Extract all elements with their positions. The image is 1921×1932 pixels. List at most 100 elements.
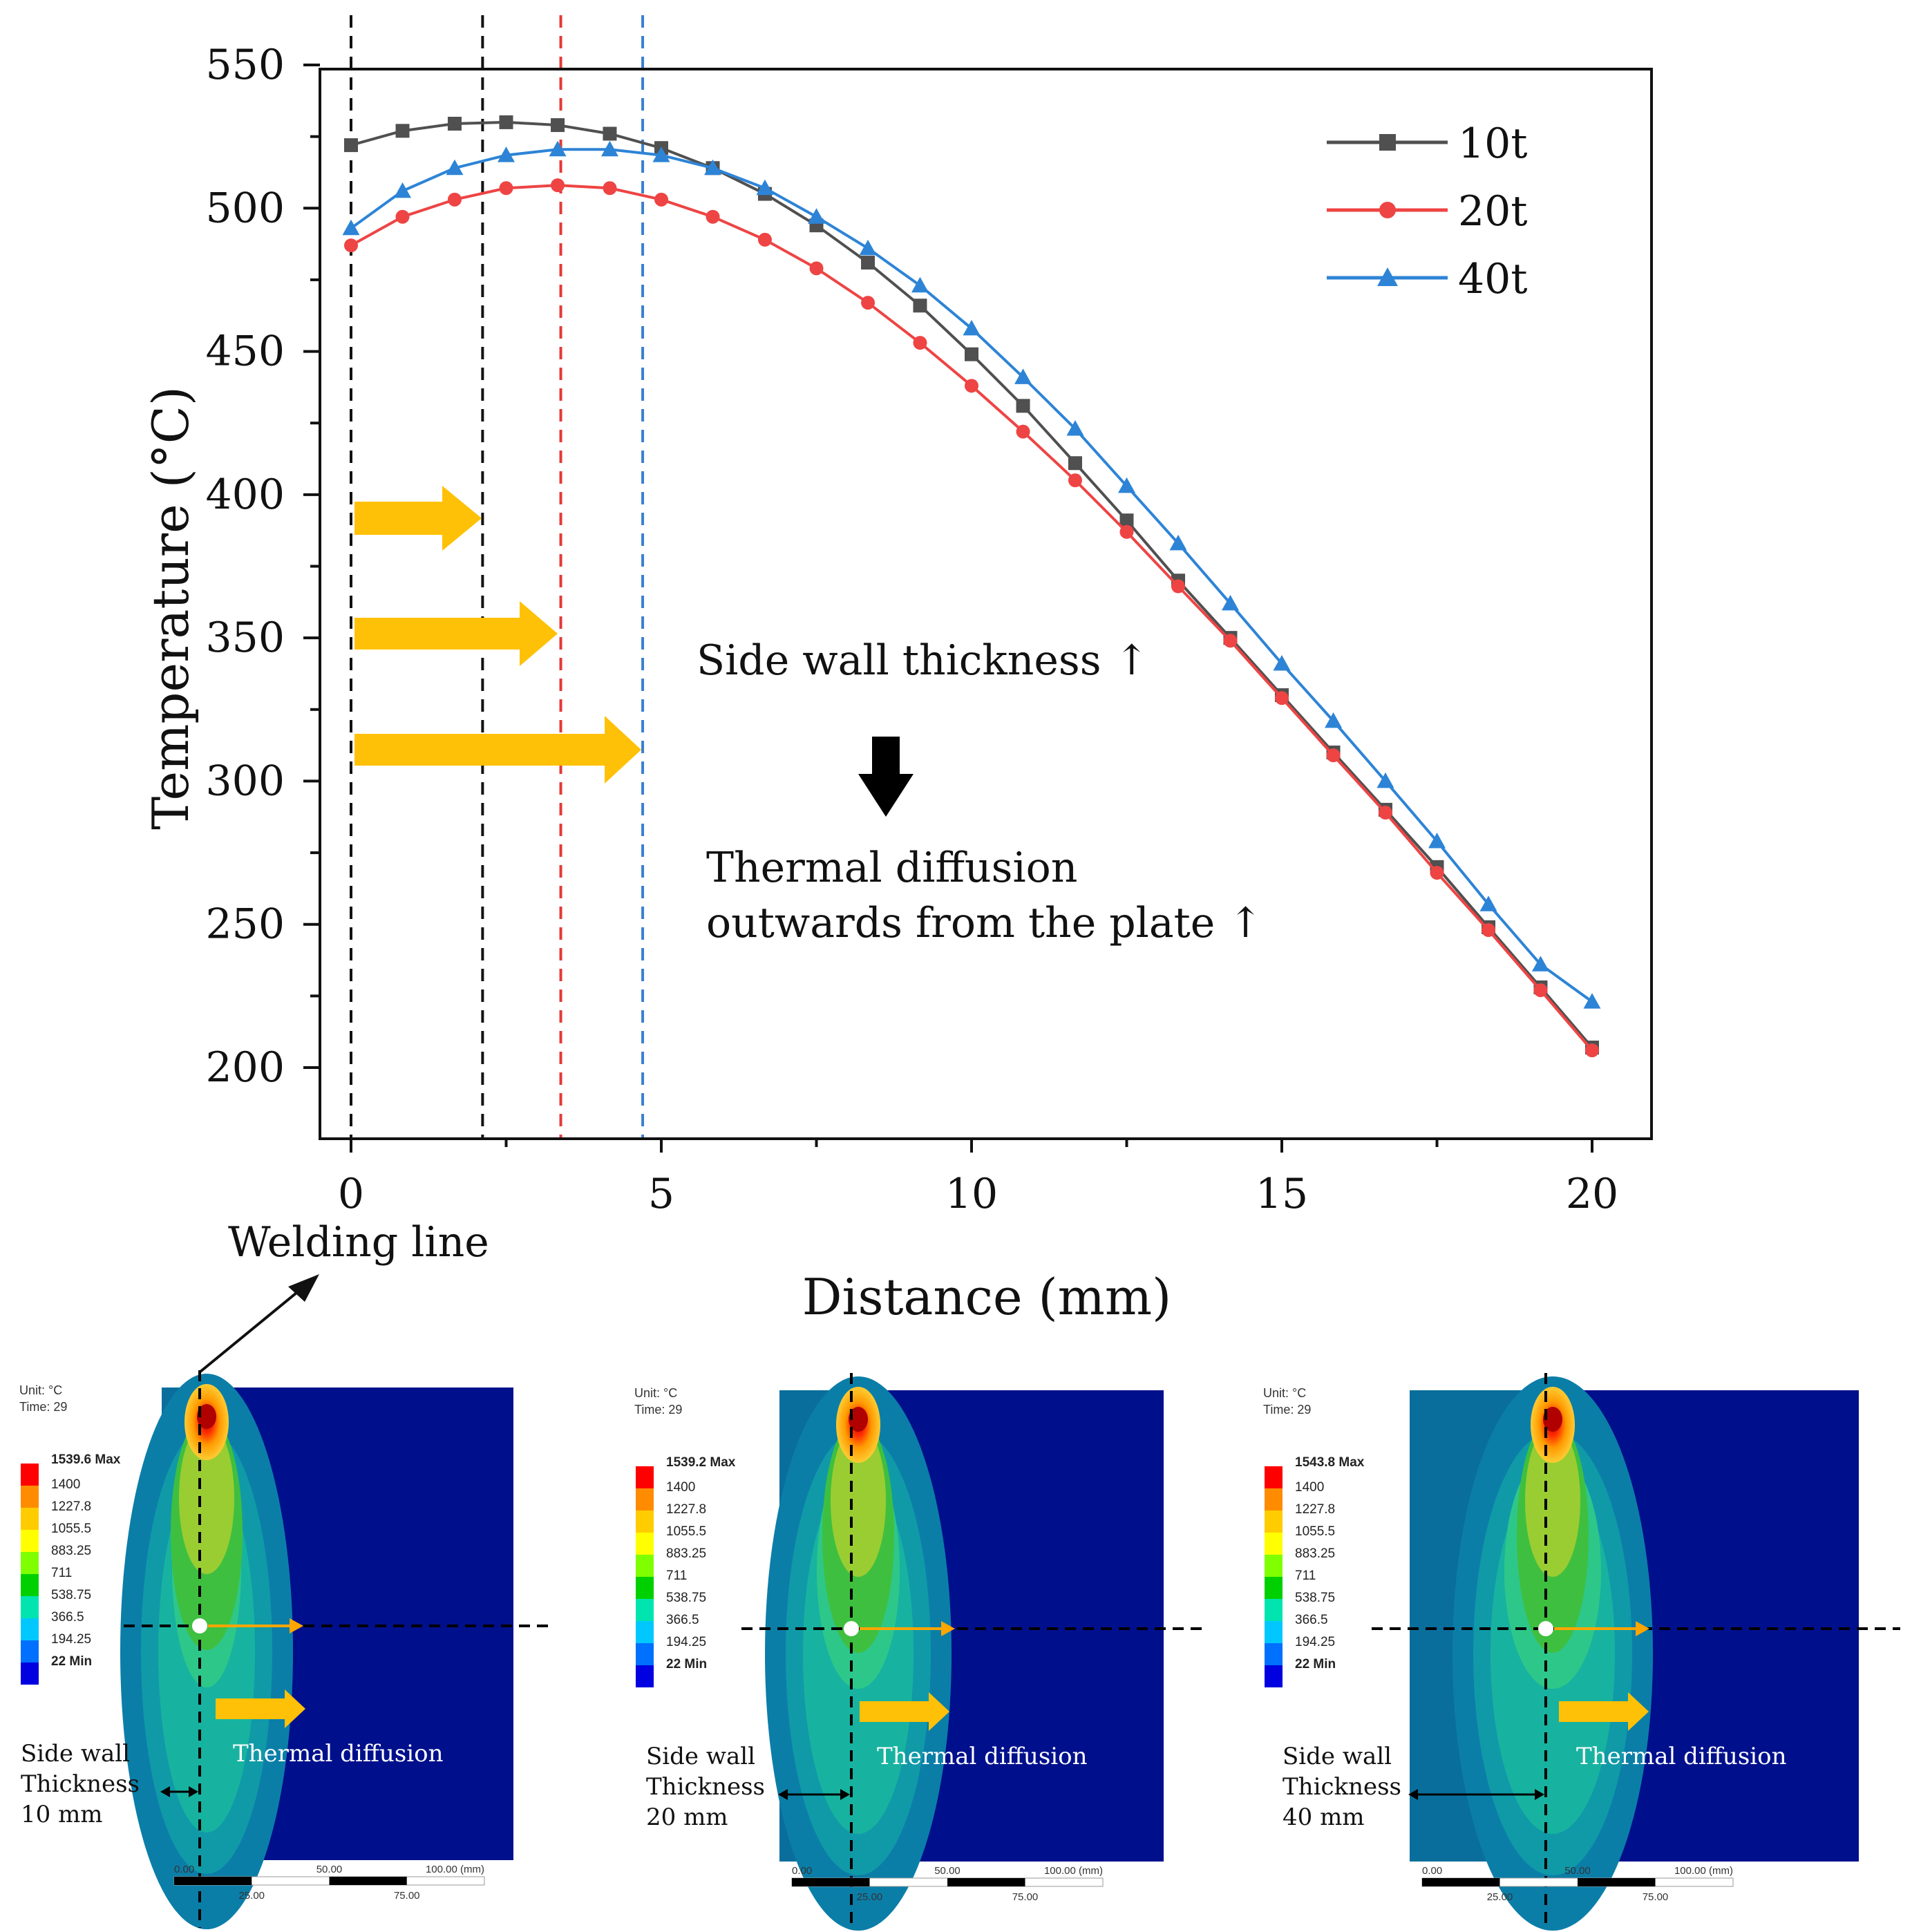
color-scale-swatch (636, 1621, 654, 1643)
legend-item-40t: 40t (1327, 255, 1527, 303)
color-scale-label: 1227.8 (666, 1502, 706, 1517)
scale-label: 0.00 (174, 1864, 194, 1875)
arrow-right-icon (354, 601, 558, 666)
melt-pool-core (849, 1407, 868, 1432)
legend-label: 10t (1458, 120, 1527, 168)
legend-label: 20t (1458, 187, 1527, 236)
arrow-right-icon (290, 1618, 303, 1633)
color-scale-swatch (21, 1552, 39, 1574)
data-point (1068, 473, 1082, 488)
data-point (1377, 267, 1398, 286)
double-arrow-icon (160, 1786, 198, 1797)
data-point (1119, 524, 1134, 539)
y-tick-label: 350 (205, 614, 285, 662)
color-scale-swatch (636, 1555, 654, 1577)
thermal-diffusion-line1: Thermal diffusion (706, 844, 1077, 892)
data-point (1378, 806, 1392, 820)
color-scale-swatch (1265, 1643, 1283, 1665)
y-tick-label: 500 (205, 184, 285, 232)
data-point (394, 182, 412, 198)
data-point (913, 299, 927, 313)
color-scale-swatch (21, 1574, 39, 1596)
color-scale-label: 538.75 (51, 1588, 91, 1602)
y-tick-label: 200 (205, 1043, 285, 1092)
color-scale-swatch (636, 1577, 654, 1599)
scale-label: 75.00 (1012, 1891, 1039, 1903)
color-scale-label: 711 (51, 1566, 72, 1580)
unit-label: Unit: °C (634, 1386, 677, 1400)
scale-bar-segment (329, 1877, 407, 1885)
data-point (551, 178, 565, 193)
y-tick-label: 450 (205, 328, 285, 376)
color-scale-swatch (1265, 1665, 1283, 1687)
color-scale-label: 1543.8 Max (1295, 1455, 1365, 1470)
temperature-chart: 0 5 10 15 20 200 250 300 350 400 450 500 550 10t 20t 4… (205, 15, 1653, 1218)
scale-label: 50.00 (934, 1865, 960, 1877)
x-tick-label: 10 (945, 1170, 998, 1218)
time-label: Time: 29 (1263, 1403, 1311, 1417)
side-wall-text: Thickness (1283, 1773, 1401, 1801)
data-point (1379, 134, 1396, 151)
data-point (963, 319, 981, 336)
data-point (1066, 420, 1084, 436)
color-scale-swatch (636, 1533, 654, 1555)
data-point (1169, 534, 1187, 551)
side-wall-text: Thickness (646, 1773, 765, 1801)
legend-item-20t: 20t (1327, 187, 1527, 236)
data-point (965, 379, 978, 393)
side-wall-text: Side wall (21, 1740, 130, 1768)
side-wall-text: 40 mm (1283, 1803, 1365, 1831)
color-scale-swatch (21, 1508, 39, 1530)
color-scale-label: 366.5 (1295, 1613, 1328, 1627)
data-point (965, 347, 978, 361)
scale-label: 100.00 (mm) (1044, 1865, 1103, 1877)
arrow-right-icon (1636, 1621, 1649, 1636)
y-tick-label: 400 (205, 471, 285, 519)
data-point (447, 116, 462, 131)
color-scale-swatch (636, 1599, 654, 1621)
data-point (913, 336, 927, 350)
data-point (1016, 424, 1030, 439)
data-point (1275, 691, 1289, 705)
color-scale-label: 1055.5 (51, 1522, 91, 1536)
pointer-arrowhead-icon (288, 1274, 319, 1302)
data-point (603, 126, 617, 141)
data-point (498, 146, 515, 162)
color-scale-swatch (1265, 1599, 1283, 1621)
scale-label: 75.00 (394, 1890, 420, 1902)
thermal-arrow-icon (860, 1692, 949, 1731)
color-scale-swatch (636, 1665, 654, 1687)
y-axis-label: Temperature (°C) (142, 386, 200, 830)
legend: 10t 20t 40t (1327, 120, 1527, 303)
color-scale-label: 1227.8 (51, 1499, 91, 1514)
color-scale-swatch (1265, 1510, 1283, 1533)
side-wall-annotation: Side wall thickness ↑ (697, 636, 1149, 685)
color-scale-label: 1539.6 Max (51, 1452, 121, 1467)
scale-label: 25.00 (238, 1890, 265, 1902)
x-tick-label: 20 (1566, 1170, 1618, 1218)
color-scale-swatch (1265, 1555, 1283, 1577)
measurement-point (844, 1621, 859, 1636)
measurement-point (192, 1618, 207, 1633)
data-point (1119, 513, 1134, 528)
measurement-point (1538, 1621, 1553, 1636)
unit-label: Unit: °C (1263, 1386, 1306, 1400)
color-scale-label: 711 (666, 1569, 687, 1583)
data-point (1583, 993, 1601, 1009)
time-label: Time: 29 (634, 1403, 682, 1417)
y-tick-label: 550 (205, 41, 285, 89)
color-scale-swatch (636, 1488, 654, 1510)
plot-area (342, 115, 1601, 1058)
color-scale-label: 366.5 (666, 1613, 699, 1627)
plot-frame (319, 68, 1653, 1140)
melt-pool-core (197, 1404, 216, 1429)
color-scale-label: 22 Min (51, 1654, 92, 1669)
arrow-right-icon (941, 1621, 955, 1636)
color-scale-label: 366.5 (51, 1610, 84, 1625)
scale-label: 25.00 (857, 1891, 883, 1903)
color-scale-label: 1539.2 Max (666, 1455, 736, 1470)
axes: 0 5 10 15 20 200 250 300 350 400 450 500 550 (205, 41, 1653, 1218)
color-scale-swatch (1265, 1621, 1283, 1643)
